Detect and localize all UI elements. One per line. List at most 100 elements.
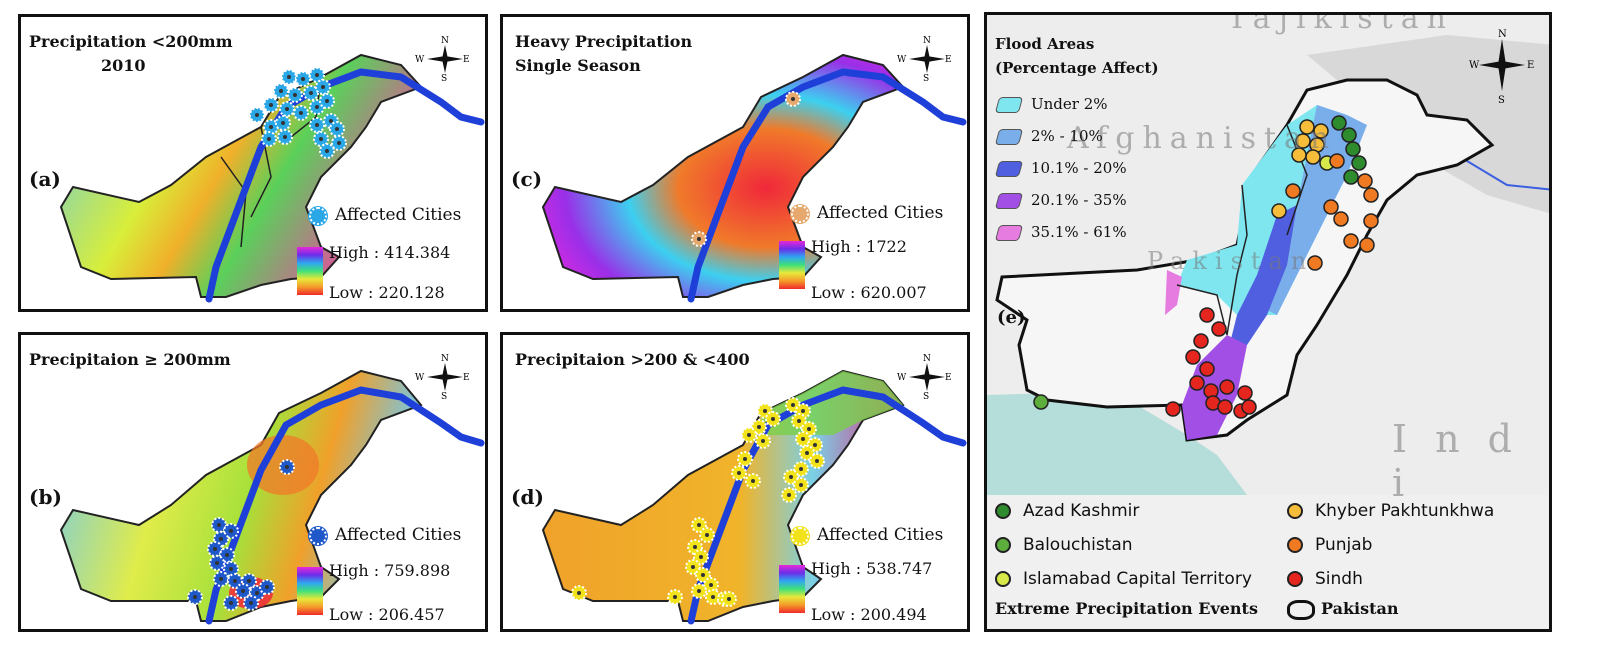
- svg-text:S: S: [923, 74, 929, 83]
- subtitle-c: Single Season: [515, 56, 641, 75]
- event-point: [1343, 169, 1359, 185]
- ramp-low-b: Low : 206.457: [329, 605, 445, 624]
- event-point: [1217, 399, 1233, 415]
- legend-affected-cities-d: Affected Cities: [791, 525, 943, 545]
- flood-swatch-icon: [994, 129, 1024, 145]
- event-point: [1189, 375, 1205, 391]
- event-point: [1219, 379, 1235, 395]
- affected-city-center: [691, 565, 695, 569]
- event-point: [1313, 123, 1329, 139]
- affected-city-center: [315, 105, 319, 109]
- compass-icon: N S W E: [1467, 25, 1537, 109]
- svg-text:N: N: [441, 354, 449, 364]
- event-point: [1363, 187, 1379, 203]
- event-point: [1193, 333, 1209, 349]
- color-ramp-c: [779, 241, 805, 289]
- event-point: [1299, 119, 1315, 135]
- event-point: [1165, 401, 1181, 417]
- point-legend-item: Balouchistan: [995, 535, 1133, 555]
- event-point: [1305, 149, 1321, 165]
- svg-text:S: S: [441, 74, 447, 83]
- affected-city-center: [693, 545, 697, 549]
- affected-city-center: [805, 451, 809, 455]
- affected-city-center: [279, 89, 283, 93]
- affected-city-center: [787, 493, 791, 497]
- flood-class-item: 35.1% - 61%: [994, 223, 1127, 241]
- panel-d: Precipitaion >200 & <400 (d) N S W E Affect…: [500, 332, 970, 632]
- affected-city-center: [757, 425, 761, 429]
- svg-text:N: N: [923, 36, 931, 46]
- event-point: [1329, 153, 1345, 169]
- flood-swatch-icon: [994, 97, 1024, 113]
- basemap-label-pakistan: Pakistan: [1147, 247, 1315, 275]
- pakistan-outline-legend: Pakistan: [1287, 599, 1399, 620]
- affected-city-center: [281, 121, 285, 125]
- flood-10-20: [1227, 205, 1297, 355]
- legend-affected-cities-c: Affected Cities: [791, 203, 943, 223]
- affected-city-center: [219, 537, 223, 541]
- panel-label-e: (e): [997, 307, 1026, 328]
- title-c: Heavy Precipitation: [515, 32, 693, 51]
- panel-e: Tajikistan Afghanistan Pakistan I n d i …: [984, 12, 1552, 632]
- affected-city-center: [705, 533, 709, 537]
- title-b: Precipitaion ≥ 200mm: [29, 350, 231, 369]
- basemap-label-tajikistan: Tajikistan: [1227, 12, 1454, 36]
- event-point: [1333, 211, 1349, 227]
- affected-city-center: [225, 553, 229, 557]
- event-point: [1033, 394, 1049, 410]
- color-ramp-b: [297, 567, 323, 615]
- affected-city-center: [711, 595, 715, 599]
- affected-city-center: [247, 579, 251, 583]
- affected-city-center: [801, 409, 805, 413]
- ramp-low-d: Low : 200.494: [811, 605, 927, 624]
- affected-city-center: [249, 601, 253, 605]
- affected-city-center: [217, 523, 221, 527]
- svg-text:N: N: [923, 354, 931, 364]
- affected-city-center: [807, 427, 811, 431]
- affected-city-center: [233, 579, 237, 583]
- flood-swatch-icon: [994, 161, 1024, 177]
- affected-city-center: [673, 595, 677, 599]
- city-marker-icon: [791, 204, 809, 223]
- basemap-label-afghanistan: Afghanistan: [1067, 121, 1338, 156]
- event-point: [1345, 141, 1361, 157]
- flood-class-label: Under 2%: [1031, 95, 1108, 113]
- affected-city-center: [215, 561, 219, 565]
- event-point: [1341, 127, 1357, 143]
- svg-text:E: E: [945, 55, 952, 65]
- affected-city-center: [301, 77, 305, 81]
- event-point: [1343, 233, 1359, 249]
- pakistan-shape-c: [541, 53, 905, 298]
- affected-city-center: [267, 137, 271, 141]
- cities-b: [187, 459, 295, 611]
- affected-city-center: [255, 591, 259, 595]
- point-legend-label: Khyber Pakhtunkhwa: [1315, 501, 1495, 521]
- ramp-high-b: High : 759.898: [329, 561, 451, 580]
- affected-city-center: [219, 577, 223, 581]
- affected-city-center: [269, 103, 273, 107]
- cities-c: [691, 91, 801, 247]
- point-legend-item: Punjab: [1287, 535, 1372, 555]
- event-point: [1271, 203, 1287, 219]
- svg-text:S: S: [923, 392, 929, 401]
- province-marker-icon: [1287, 503, 1303, 519]
- affected-city-center: [337, 141, 341, 145]
- map-c: [541, 53, 967, 303]
- affected-city-center: [771, 417, 775, 421]
- affected-city-center: [699, 555, 703, 559]
- color-ramp-d: [779, 565, 805, 613]
- indus-river-c: [687, 68, 967, 303]
- event-point: [1237, 385, 1253, 401]
- point-legend-label: Balouchistan: [1023, 535, 1133, 555]
- title-e: Flood Areas: [995, 35, 1095, 53]
- pakistan-shape-b: [59, 369, 423, 622]
- province-marker-icon: [995, 537, 1011, 553]
- affected-city-center: [791, 97, 795, 101]
- event-point: [1211, 321, 1227, 337]
- affected-city-center: [287, 75, 291, 79]
- event-point: [1359, 237, 1375, 253]
- affected-city-center: [815, 459, 819, 463]
- event-points-e: [1033, 115, 1379, 419]
- panel-label-b: (b): [29, 485, 62, 509]
- map-b: [59, 369, 485, 625]
